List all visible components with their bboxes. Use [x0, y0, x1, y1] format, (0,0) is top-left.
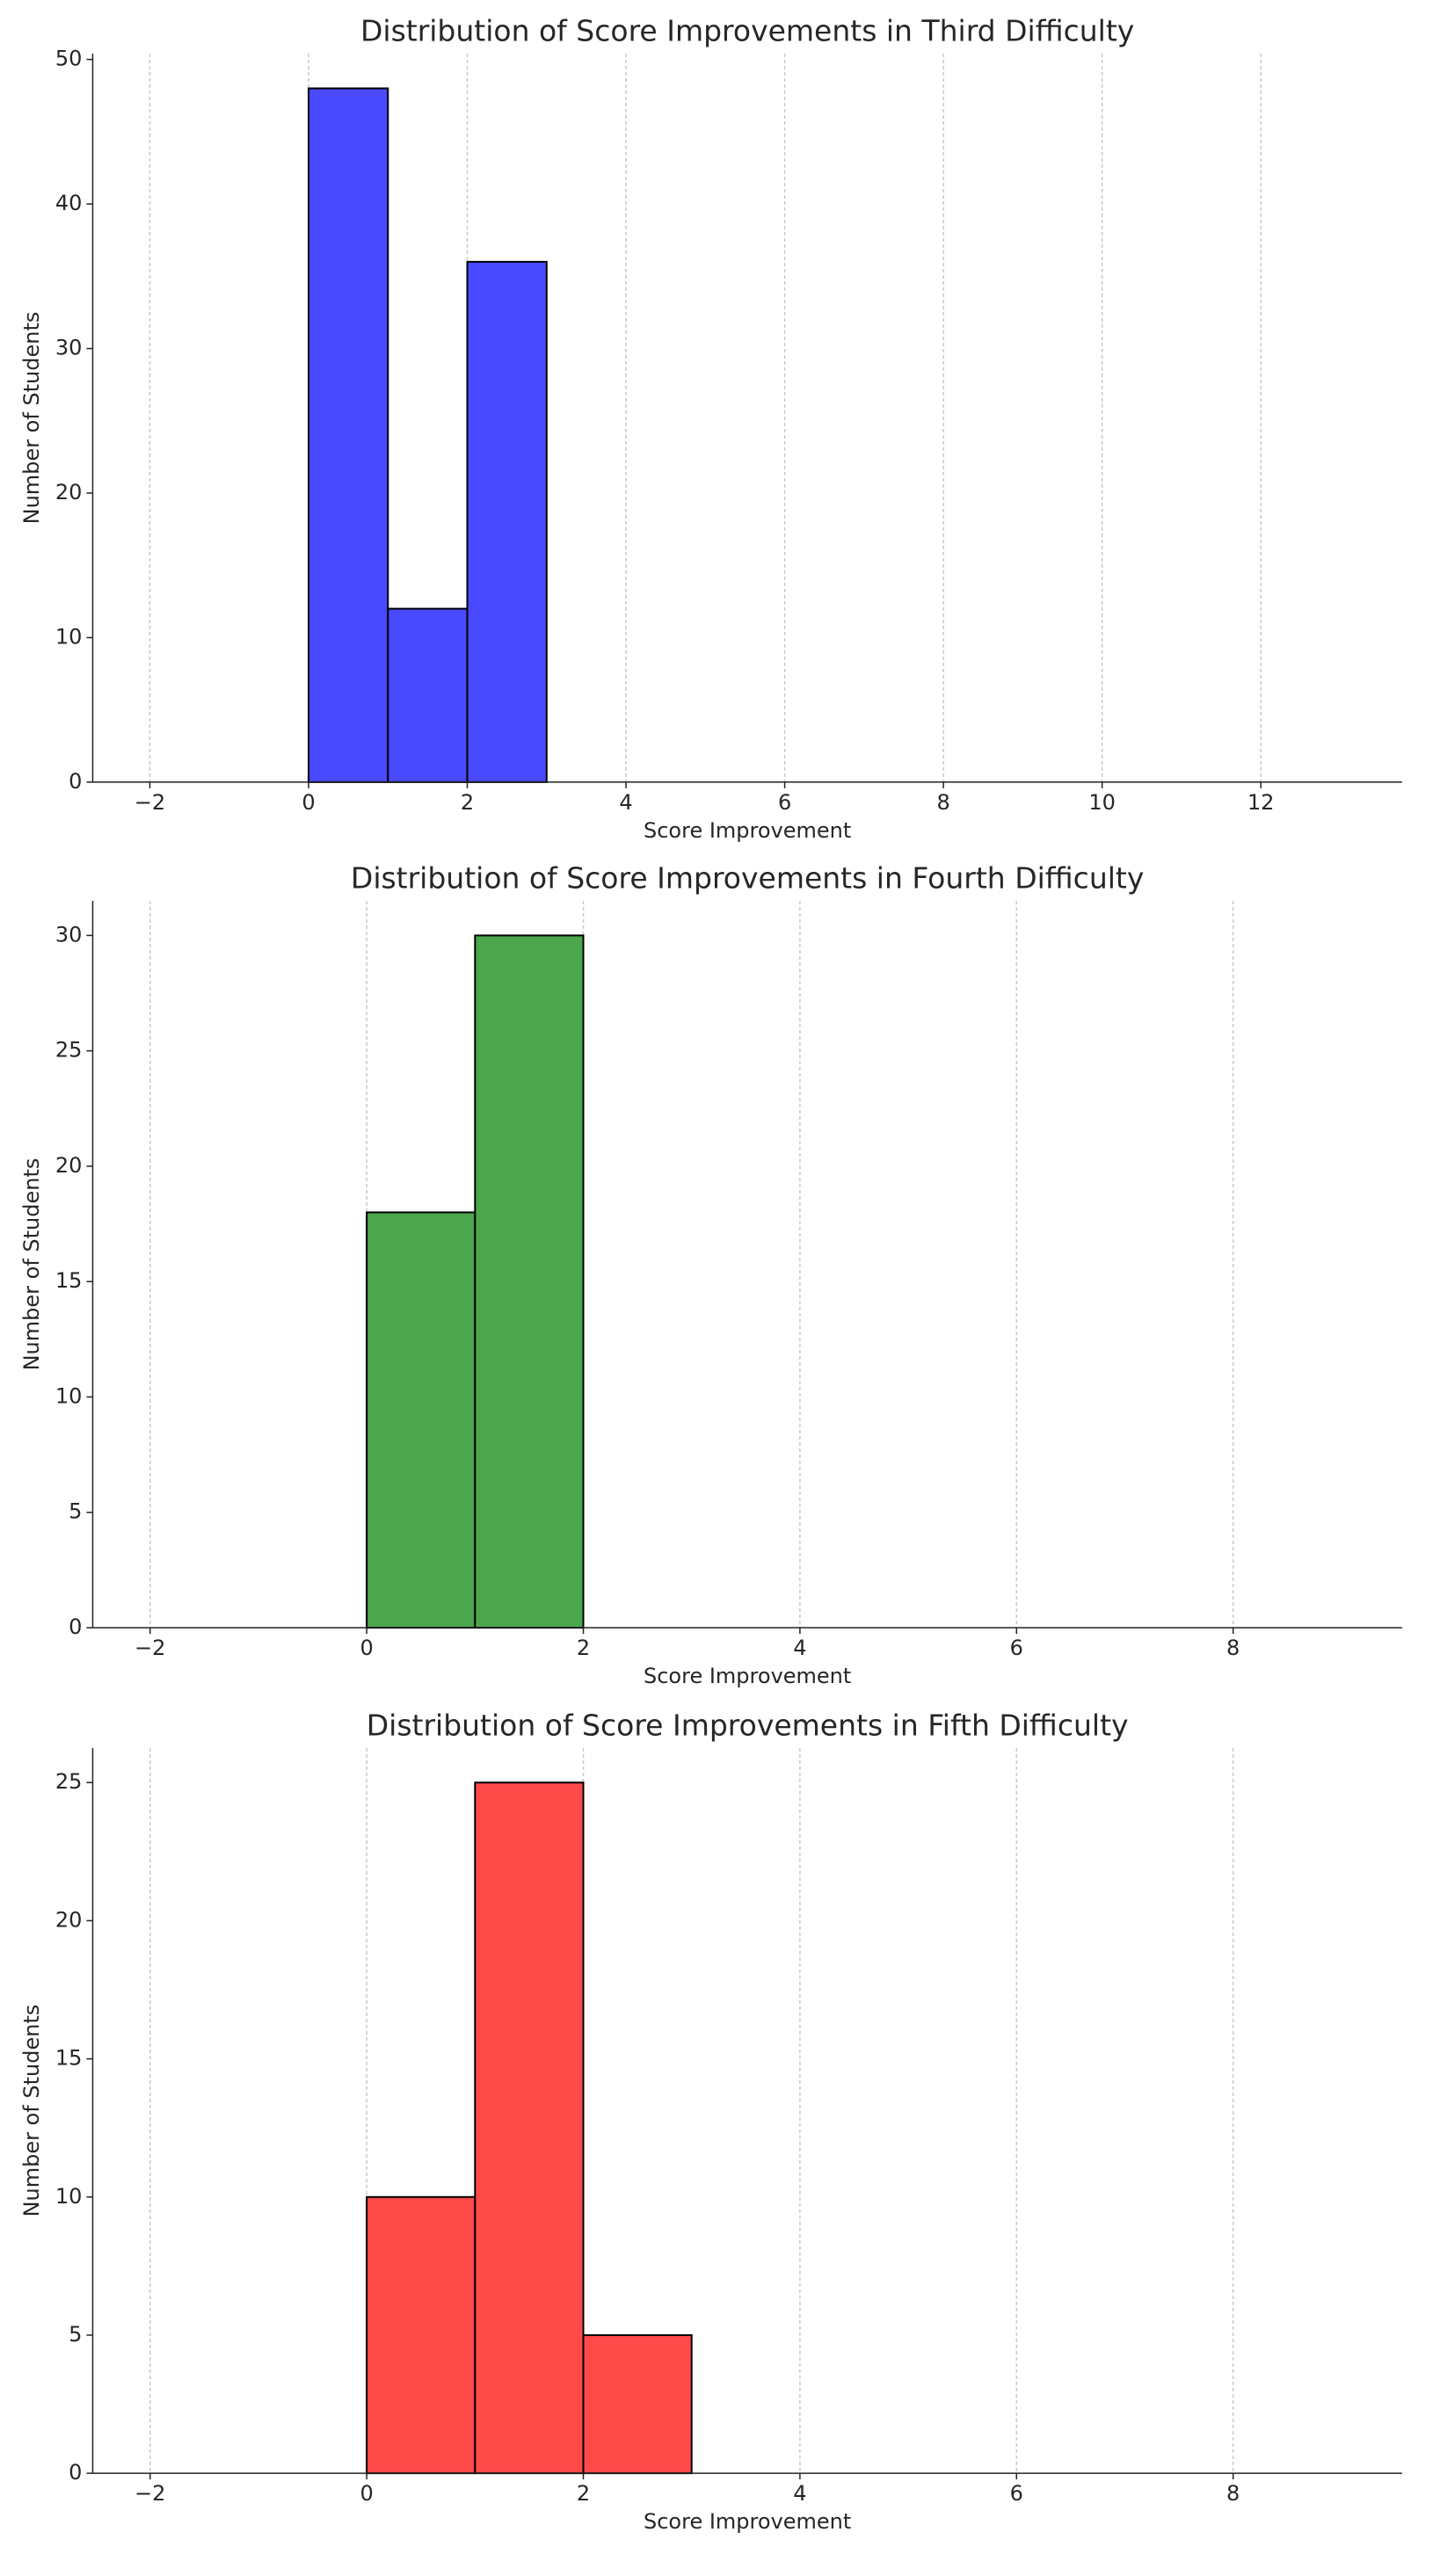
y-tick-label: 20 [55, 1907, 83, 1932]
y-tick-label: 15 [55, 1268, 83, 1293]
y-tick-label: 10 [55, 1383, 83, 1408]
x-tick-label: 6 [778, 790, 791, 815]
y-axis-label: Number of Students [19, 2005, 44, 2217]
x-tick-label: 4 [793, 1636, 806, 1660]
bar [466, 260, 548, 783]
y-tick-label: 25 [55, 1038, 83, 1063]
y-tick-label: 0 [69, 1615, 82, 1639]
x-tick-label: 4 [793, 2481, 806, 2506]
y-tick-label: 25 [55, 1769, 83, 1794]
bar [307, 87, 389, 783]
x-tick-label: 8 [1226, 1636, 1240, 1660]
bar [366, 2195, 476, 2475]
x-axis-label: Score Improvement [644, 818, 851, 843]
y-tick-label: 15 [55, 2046, 83, 2071]
x-tick-label: 2 [577, 1636, 590, 1660]
y-tick-label: 40 [55, 191, 83, 215]
x-tick-label: −2 [135, 1636, 165, 1660]
x-tick-label: −2 [135, 790, 165, 815]
y-tick-label: 10 [55, 624, 83, 649]
x-tick-label: 12 [1248, 790, 1275, 815]
y-axis-label: Number of Students [19, 312, 44, 525]
chart-title: Distribution of Score Improvements in Fo… [351, 860, 1144, 895]
x-axis-label: Score Improvement [644, 2509, 851, 2534]
x-tick-label: 0 [302, 790, 315, 815]
bar [366, 1211, 476, 1629]
x-tick-label: 6 [1010, 2481, 1023, 2506]
bar [387, 607, 469, 783]
bar [474, 934, 585, 1629]
y-tick-label: 0 [69, 2460, 82, 2485]
x-tick-label: 8 [1226, 2481, 1240, 2506]
x-tick-label: 0 [360, 1636, 373, 1660]
chart-title: Distribution of Score Improvements in Th… [360, 14, 1134, 48]
y-tick-label: 0 [69, 769, 82, 794]
y-tick-label: 50 [55, 47, 83, 71]
bar [474, 1781, 585, 2475]
y-axis-label: Number of Students [19, 1158, 44, 1371]
x-tick-label: 2 [461, 790, 474, 815]
bar [582, 2333, 693, 2475]
x-tick-label: 8 [936, 790, 949, 815]
x-tick-label: 2 [577, 2481, 590, 2506]
x-tick-label: −2 [135, 2481, 165, 2506]
y-tick-label: 5 [69, 2322, 82, 2347]
y-tick-label: 20 [55, 1153, 83, 1178]
x-tick-label: 0 [360, 2481, 373, 2506]
x-tick-label: 4 [619, 790, 632, 815]
x-tick-label: 10 [1088, 790, 1116, 815]
y-tick-label: 20 [55, 480, 83, 504]
y-tick-label: 5 [69, 1499, 82, 1524]
x-axis-label: Score Improvement [644, 1664, 851, 1688]
y-tick-label: 30 [55, 922, 83, 947]
y-tick-label: 10 [55, 2184, 83, 2209]
chart-title: Distribution of Score Improvements in Fi… [367, 1708, 1129, 1742]
y-tick-label: 30 [55, 336, 83, 360]
x-tick-label: 6 [1010, 1636, 1023, 1660]
